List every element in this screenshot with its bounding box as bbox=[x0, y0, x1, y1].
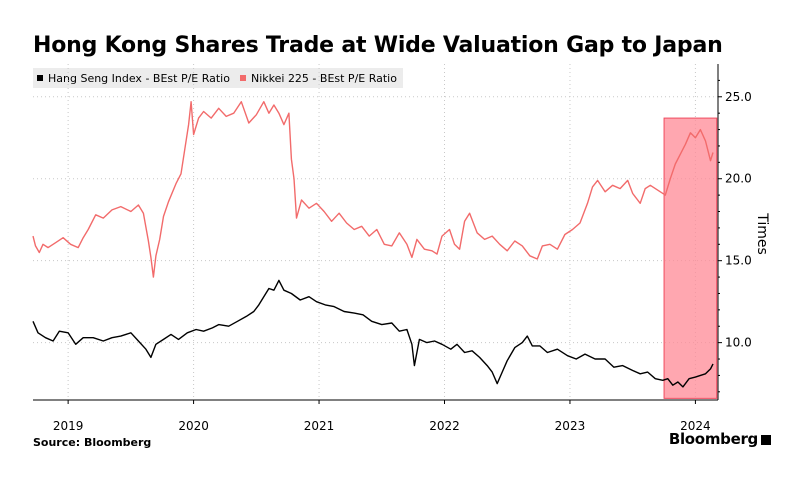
bloomberg-chart-icon bbox=[761, 435, 771, 445]
legend-item-hang-seng: Hang Seng Index - BEst P/E Ratio bbox=[37, 72, 230, 85]
x-tick-label-2: 2021 bbox=[304, 419, 335, 433]
chart-title: Hong Kong Shares Trade at Wide Valuation… bbox=[33, 33, 723, 58]
legend-swatch-nikkei bbox=[239, 75, 246, 81]
x-tick-label-4: 2023 bbox=[555, 419, 586, 433]
legend-label-hang-seng: Hang Seng Index - BEst P/E Ratio bbox=[48, 71, 230, 85]
legend-item-nikkei: Nikkei 225 - BEst P/E Ratio bbox=[239, 71, 397, 85]
series-line-nikkei bbox=[32, 101, 714, 278]
legend: Hang Seng Index - BEst P/E Ratio Nikkei … bbox=[33, 68, 403, 88]
series-line-hang-seng bbox=[32, 279, 714, 388]
highlight-region bbox=[663, 117, 718, 399]
legend-label-nikkei: Nikkei 225 - BEst P/E Ratio bbox=[250, 71, 397, 85]
y-tick-label-2: 20.0 bbox=[725, 172, 752, 186]
source-note: Source: Bloomberg bbox=[33, 436, 152, 449]
y-axis-title: Times bbox=[754, 212, 770, 255]
legend-swatch-hang-seng bbox=[37, 75, 43, 81]
brand-wordmark: Bloomberg bbox=[668, 430, 758, 448]
y-tick-label-0: 10.0 bbox=[725, 336, 752, 350]
x-tick-label-5: 2024 bbox=[680, 419, 711, 433]
x-tick-label-1: 2020 bbox=[178, 419, 209, 433]
brand-logo: Bloomberg bbox=[669, 430, 771, 448]
x-tick-label-0: 2019 bbox=[53, 419, 84, 433]
y-tick-label-1: 15.0 bbox=[725, 254, 752, 268]
y-tick-label-3: 25.0 bbox=[725, 90, 752, 104]
x-tick-label-3: 2022 bbox=[429, 419, 460, 433]
